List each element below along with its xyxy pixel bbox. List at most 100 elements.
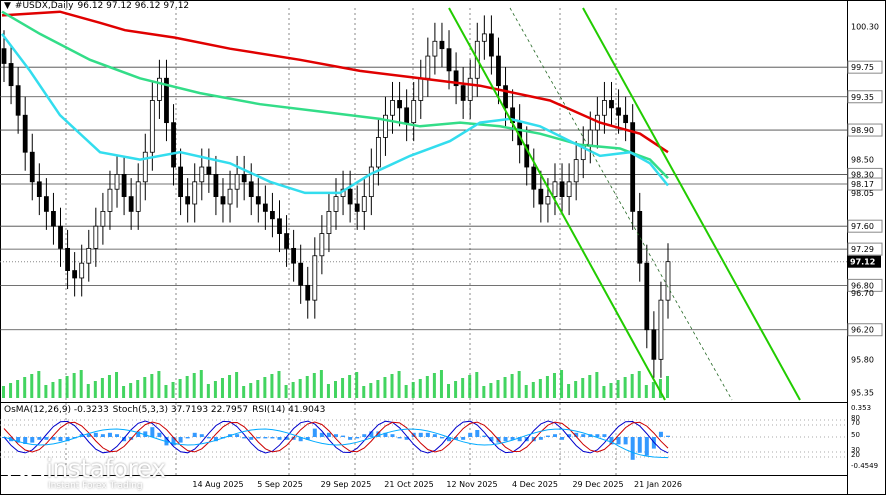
current-price-box [847,255,881,268]
candle-body [439,40,445,50]
volume-bar [468,375,472,398]
candle-body [489,33,494,57]
osma-bar [574,432,579,437]
volume-bar [312,373,316,398]
candle-body [128,196,134,212]
candle-body [178,166,183,198]
candle-body [651,329,657,360]
osma-bar [150,427,155,437]
candle-body [100,210,106,227]
price-tick-label: 100.30 [851,22,879,31]
current-price-label: 97.12 [850,258,875,267]
indicator-tick-label: 30 [851,446,860,454]
indicator-tick-label: 80 [851,414,860,422]
osma-bar [312,428,317,437]
volume-bar [404,385,408,398]
volume-bar [213,381,217,398]
candle-body [8,63,14,87]
volume-bar [65,376,69,398]
volume-bar [185,376,189,398]
volume-bar [552,373,556,398]
volume-bar [369,383,373,398]
volume-bar [263,377,267,398]
osma-bar [30,437,35,443]
level-box [847,90,883,104]
osma-bar [319,432,324,437]
level-box [847,323,883,337]
osma-bar [171,437,176,446]
symbol-label: #USDX,Daily [14,1,74,11]
volume-bar [447,384,451,398]
candle-body [630,122,636,212]
osma-bar [383,432,388,437]
indicator-tick-label: 70 [851,419,860,427]
ohlc-values: 96.12 97.12 96.12 97.12 [77,1,190,11]
volume-bar [503,377,507,398]
level-box [847,242,883,256]
candle-body [496,55,501,87]
osma-bar [404,437,409,440]
price-tick-label: 98.50 [851,156,874,165]
candle-body [361,196,367,212]
volume-bar [567,384,571,398]
volume-bar [249,383,253,398]
price-tick-label: 95.35 [851,389,874,398]
candle-body [65,247,70,271]
osma-bar [58,437,63,442]
volume-bar [411,382,415,398]
volume-bar [524,385,528,398]
volume-bar [376,380,380,398]
osma-bar [545,435,550,437]
osma-bar [277,437,282,440]
osma-bar [157,432,162,437]
candle-body [220,196,226,205]
volume-bar [228,375,232,398]
candle-body [397,100,402,109]
osma-bar [23,437,28,444]
volume-bar [291,382,295,398]
volume-bar [270,374,274,398]
osma-bar [51,437,56,440]
osma-bar [213,437,218,442]
candle-body [446,48,452,72]
osma-bar [235,434,240,437]
price-tick-label: 99.75 [851,63,874,72]
volume-bar [72,373,76,398]
volume-bar [489,383,493,398]
osma-bar [439,437,444,439]
volume-bar [602,386,606,398]
logo-tagline: Instant Forex Trading [48,481,143,491]
osma-bar [298,437,303,442]
candle-body [149,100,155,153]
candle-body [185,196,191,205]
price-tick-label: 98.05 [851,189,874,198]
osma-bar [468,432,473,437]
volume-bar [517,371,521,398]
candle-body [312,255,318,301]
osma-bar [447,437,452,442]
osma-bar [115,434,120,437]
price-tick-label: 96.70 [851,289,874,298]
osma-bar [418,432,423,437]
candle-body [390,100,395,116]
volume-bar [623,377,627,398]
candle-body [248,181,254,198]
x-tick-label: 12 Nov 2025 [446,480,497,489]
candle-body [1,48,7,64]
candle-body [658,299,664,360]
instaforex-logo: instaforex Instant Forex Trading [6,452,181,494]
volume-bar [439,370,443,398]
stoch-signal-line [3,421,669,453]
volume-bar [164,385,168,398]
candle-body [234,174,240,190]
candle-body [460,85,466,101]
candle-body [171,122,176,168]
candle-body [36,181,42,198]
volume-bar [432,373,436,398]
x-tick-label: 29 Dec 2025 [572,480,623,489]
osma-bar [326,432,331,437]
volume-bar [545,376,549,398]
indicator-header: OsMA(12,26,9) -0.3233 Stoch(5,3,3) 37.719… [4,405,329,415]
candle-body [15,85,21,116]
